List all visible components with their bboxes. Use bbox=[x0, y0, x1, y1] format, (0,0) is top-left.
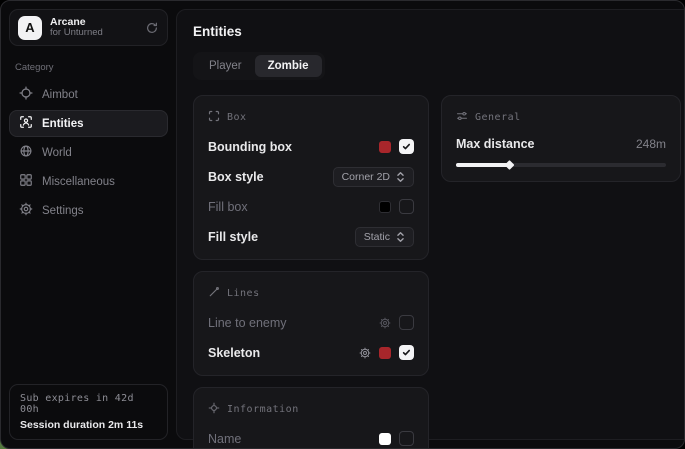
sidebar-item-aimbot[interactable]: Aimbot bbox=[9, 81, 168, 108]
crosshair-icon bbox=[19, 86, 33, 103]
setting-row-max-distance: Max distance 248m bbox=[456, 137, 666, 151]
setting-label: Fill box bbox=[208, 199, 248, 214]
tab-zombie[interactable]: Zombie bbox=[254, 55, 322, 77]
box-section-card: Box Bounding box B bbox=[193, 95, 429, 260]
general-section-card: General Max distance 248m bbox=[441, 95, 681, 182]
sidebar-item-label: Entities bbox=[42, 117, 84, 130]
sidebar-item-world[interactable]: World bbox=[9, 139, 168, 166]
target-icon bbox=[208, 402, 220, 417]
chevron-updown-icon bbox=[397, 171, 404, 182]
sidebar-item-label: World bbox=[42, 146, 72, 159]
color-swatch[interactable] bbox=[379, 200, 391, 213]
slider-thumb[interactable] bbox=[504, 160, 514, 170]
entity-type-tabs: Player Zombie bbox=[193, 52, 325, 80]
sidebar-item-settings[interactable]: Settings bbox=[9, 197, 168, 224]
section-title: General bbox=[475, 112, 521, 123]
setting-row-bounding-box: Bounding box bbox=[208, 138, 414, 155]
chevron-updown-icon bbox=[397, 231, 404, 242]
sliders-icon bbox=[456, 110, 468, 125]
checkbox-line-to-enemy[interactable] bbox=[399, 315, 414, 330]
globe-icon bbox=[19, 144, 33, 161]
color-swatch[interactable] bbox=[379, 432, 391, 445]
subscription-card: Sub expires in 42d 00h Session duration … bbox=[9, 384, 168, 440]
section-title: Lines bbox=[227, 288, 260, 299]
brand-subtitle: for Unturned bbox=[50, 27, 103, 39]
setting-label: Fill style bbox=[208, 229, 259, 244]
checkbox-bounding-box[interactable] bbox=[399, 139, 414, 154]
sidebar: A Arcane for Unturned Category Aimbot bbox=[1, 1, 176, 448]
check-icon bbox=[402, 143, 411, 150]
session-duration-text: Session duration 2m 11s bbox=[20, 419, 144, 431]
brand-name: Arcane bbox=[50, 16, 86, 28]
entities-panel: Entities Player Zombie bbox=[176, 9, 684, 448]
setting-label: Bounding box bbox=[208, 139, 293, 154]
setting-label: Skeleton bbox=[208, 345, 261, 360]
setting-row-fill-box: Fill box bbox=[208, 198, 414, 215]
box-corners-icon bbox=[208, 110, 220, 125]
color-swatch[interactable] bbox=[379, 346, 391, 359]
setting-row-fill-style: Fill style Static bbox=[208, 226, 414, 247]
checkbox-name[interactable] bbox=[399, 431, 414, 446]
sidebar-item-miscellaneous[interactable]: Miscellaneous bbox=[9, 168, 168, 195]
information-section-card: Information Name Distance bbox=[193, 387, 429, 448]
check-icon bbox=[402, 349, 411, 356]
setting-row-line-to-enemy: Line to enemy bbox=[208, 314, 414, 331]
setting-label: Line to enemy bbox=[208, 315, 287, 330]
setting-label: Name bbox=[208, 431, 242, 446]
line-icon bbox=[208, 286, 220, 301]
setting-row-name: Name bbox=[208, 430, 414, 447]
setting-label: Box style bbox=[208, 169, 264, 184]
checkbox-fill-box[interactable] bbox=[399, 199, 414, 214]
max-distance-value: 248m bbox=[635, 137, 666, 151]
row-settings-gear-icon[interactable] bbox=[359, 347, 371, 359]
page-title: Entities bbox=[193, 24, 242, 39]
gear-icon bbox=[19, 202, 33, 219]
category-label: Category bbox=[15, 62, 54, 73]
entities-icon bbox=[19, 115, 33, 132]
sidebar-item-label: Aimbot bbox=[42, 88, 78, 101]
slider-fill bbox=[456, 160, 514, 170]
brand-text: Arcane for Unturned bbox=[50, 16, 137, 39]
row-settings-gear-icon[interactable] bbox=[379, 317, 391, 329]
main-area: Entities Player Zombie bbox=[176, 1, 684, 448]
grid-icon bbox=[19, 173, 33, 190]
brand-logo: A bbox=[18, 15, 42, 40]
sub-expiry-text: Sub expires in 42d 00h bbox=[20, 393, 134, 415]
box-style-dropdown[interactable]: Corner 2D bbox=[332, 166, 414, 187]
sidebar-item-label: Settings bbox=[42, 204, 84, 217]
dropdown-value: Static bbox=[363, 230, 390, 243]
checkbox-skeleton[interactable] bbox=[399, 345, 414, 360]
fill-style-dropdown[interactable]: Static bbox=[354, 226, 414, 247]
setting-row-skeleton: Skeleton bbox=[208, 344, 414, 361]
sidebar-item-label: Miscellaneous bbox=[42, 175, 115, 188]
setting-label: Max distance bbox=[456, 137, 535, 151]
sidebar-item-entities[interactable]: Entities bbox=[9, 110, 168, 137]
setting-row-box-style: Box style Corner 2D bbox=[208, 166, 414, 187]
dropdown-value: Corner 2D bbox=[341, 170, 390, 183]
brand-card: A Arcane for Unturned bbox=[9, 9, 168, 46]
section-title: Information bbox=[227, 404, 299, 415]
refresh-icon[interactable] bbox=[145, 21, 159, 35]
color-swatch[interactable] bbox=[379, 140, 391, 153]
tab-player[interactable]: Player bbox=[209, 60, 242, 72]
sidebar-nav: Aimbot Entities World bbox=[9, 81, 168, 224]
lines-section-card: Lines Line to enemy bbox=[193, 271, 429, 376]
max-distance-slider[interactable] bbox=[456, 160, 666, 170]
section-title: Box bbox=[227, 112, 247, 123]
